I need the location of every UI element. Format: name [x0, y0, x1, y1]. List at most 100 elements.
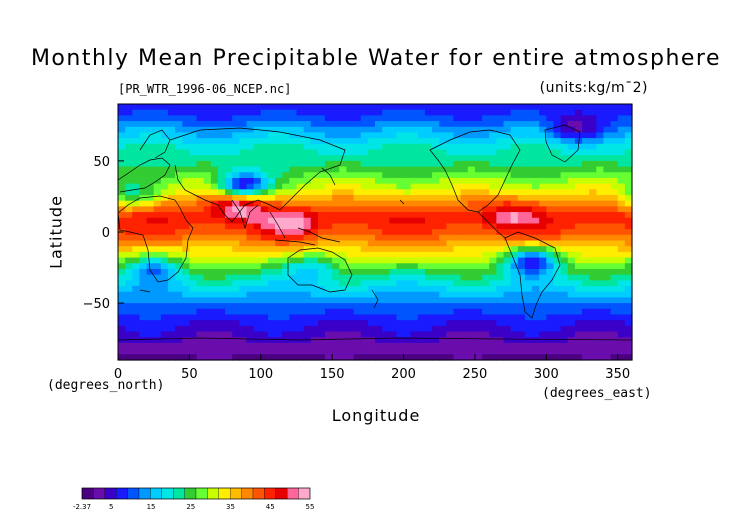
- field-cell: [546, 268, 555, 276]
- field-cell: [217, 348, 226, 355]
- field-cell: [210, 297, 219, 304]
- field-cell: [467, 274, 476, 281]
- field-cell: [517, 223, 526, 230]
- field-cell: [439, 286, 447, 293]
- field-cell: [303, 200, 312, 207]
- field-cell: [289, 234, 298, 242]
- field-cell: [589, 331, 597, 338]
- field-cell: [125, 246, 133, 253]
- field-cell: [282, 314, 290, 321]
- field-cell: [424, 274, 433, 281]
- field-cell: [267, 303, 276, 310]
- field-cell: [396, 348, 405, 355]
- field-cell: [582, 246, 590, 253]
- field-cell: [253, 314, 262, 321]
- field-cell: [453, 217, 462, 225]
- field-cell: [132, 291, 141, 299]
- field-cell: [546, 200, 555, 207]
- field-cell: [267, 149, 276, 156]
- field-cell: [553, 291, 562, 299]
- field-cell: [624, 320, 633, 327]
- field-cell: [424, 115, 433, 122]
- field-cell: [375, 286, 383, 293]
- field-cell: [589, 320, 597, 327]
- field-cell: [382, 121, 390, 128]
- field-cell: [246, 160, 255, 168]
- field-cell: [532, 212, 540, 219]
- field-cell: [217, 109, 226, 116]
- field-cell: [282, 331, 290, 338]
- field-cell: [439, 177, 447, 185]
- field-cell: [396, 206, 405, 213]
- field-cell: [589, 303, 597, 310]
- field-cell: [225, 183, 233, 190]
- field-cell: [546, 132, 555, 139]
- field-cell: [267, 246, 276, 253]
- field-cell: [403, 183, 412, 190]
- field-cell: [196, 223, 205, 230]
- field-cell: [118, 126, 126, 134]
- field-cell: [396, 126, 405, 134]
- field-cell: [217, 240, 226, 247]
- field-cell: [446, 212, 455, 219]
- field-cell: [253, 240, 262, 247]
- field-cell: [496, 303, 505, 310]
- field-cell: [439, 257, 447, 264]
- field-cell: [539, 342, 547, 350]
- field-cell: [253, 217, 262, 225]
- field-cell: [582, 337, 590, 344]
- field-cell: [339, 268, 348, 276]
- field-cell: [325, 121, 333, 128]
- field-cell: [610, 348, 619, 355]
- field-cell: [196, 189, 205, 196]
- field-cell: [217, 291, 226, 299]
- field-cell: [225, 308, 233, 316]
- field-cell: [589, 280, 597, 287]
- field-cell: [375, 308, 383, 316]
- field-cell: [532, 348, 540, 355]
- field-cell: [175, 138, 183, 145]
- field-cell: [132, 342, 141, 350]
- field-cell: [410, 200, 419, 207]
- field-cell: [503, 348, 512, 355]
- field-cell: [574, 291, 583, 299]
- field-cell: [267, 297, 276, 304]
- field-cell: [603, 115, 612, 122]
- field-cell: [510, 348, 519, 355]
- field-cell: [582, 229, 590, 236]
- field-cell: [582, 166, 590, 173]
- field-cell: [603, 314, 612, 321]
- field-cell: [474, 143, 483, 151]
- field-cell: [332, 229, 340, 236]
- field-cell: [489, 280, 497, 287]
- field-cell: [446, 155, 455, 162]
- field-cell: [496, 325, 505, 333]
- field-cell: [574, 229, 583, 236]
- field-cell: [382, 342, 390, 350]
- field-cell: [439, 109, 447, 116]
- field-cell: [246, 325, 255, 333]
- field-cell: [503, 280, 512, 287]
- y-tick-label: 0: [102, 226, 110, 241]
- field-cell: [524, 246, 533, 253]
- field-cell: [553, 177, 562, 185]
- field-cell: [417, 149, 426, 156]
- field-cell: [239, 183, 248, 190]
- colorbar-swatch: [298, 487, 311, 500]
- field-cell: [453, 206, 462, 213]
- field-cell: [496, 223, 505, 230]
- field-cell: [203, 291, 212, 299]
- field-cell: [375, 206, 383, 213]
- field-cell: [289, 337, 298, 344]
- field-cell: [189, 268, 198, 276]
- field-cell: [232, 337, 240, 344]
- field-cell: [503, 223, 512, 230]
- field-cell: [246, 166, 255, 173]
- field-cell: [489, 149, 497, 156]
- field-cell: [132, 234, 141, 242]
- field-cell: [310, 121, 319, 128]
- field-cell: [239, 314, 248, 321]
- field-cell: [118, 217, 126, 225]
- field-cell: [167, 251, 176, 259]
- field-cell: [510, 149, 519, 156]
